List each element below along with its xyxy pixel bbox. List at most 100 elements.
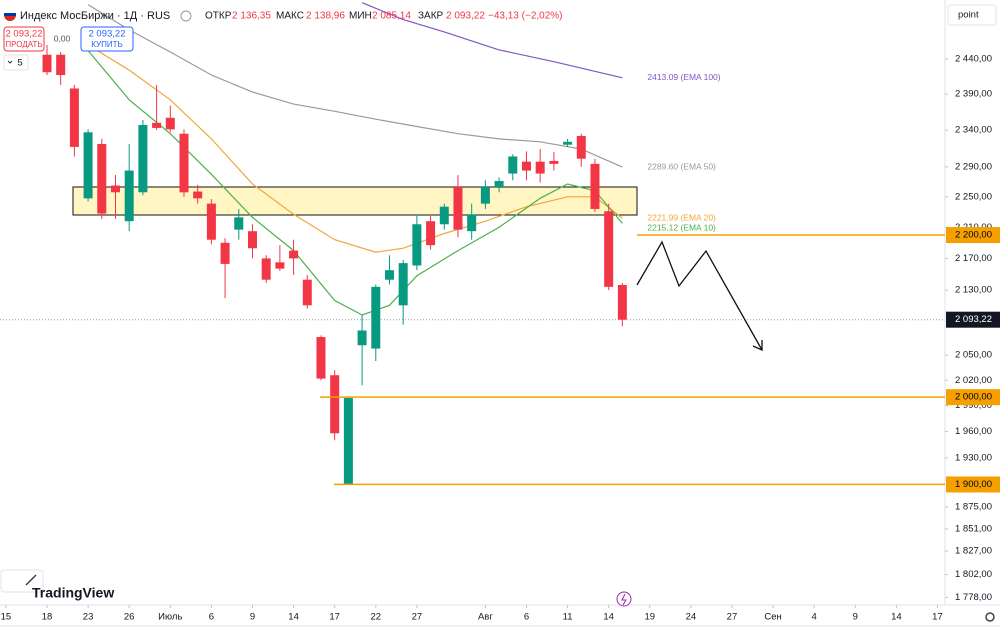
flag-blue	[4, 13, 16, 16]
y-tick-label: 1 990,00	[955, 400, 992, 411]
candle-body	[206, 203, 216, 240]
ema-label: 2221.99 (EMA 20)	[647, 212, 716, 222]
y-tick-label: 2 290,00	[955, 161, 992, 172]
level-label: 1 900,00	[955, 479, 992, 490]
zone	[72, 186, 638, 216]
arrow-head	[752, 340, 763, 352]
last-price-label: 2 093,22	[955, 314, 992, 325]
candle-body	[56, 54, 66, 76]
x-tick-label: Авг	[478, 612, 493, 623]
x-tick-label: 24	[686, 612, 697, 623]
candle-body	[179, 133, 189, 193]
y-tick-label: 1 851,00	[955, 523, 992, 534]
x-tick-label: 15	[1, 612, 12, 623]
candle-body	[371, 286, 381, 349]
x-tick-label: 17	[329, 612, 340, 623]
x-tick-label: 23	[83, 612, 94, 623]
candle-body	[220, 242, 230, 264]
event-bolt[interactable]	[621, 593, 627, 606]
y-tick-label: 1 875,00	[955, 501, 992, 512]
x-tick-label: 14	[891, 612, 902, 623]
high-value: 2 138,96	[306, 11, 345, 22]
x-tick-label: 14	[603, 612, 614, 623]
candle-body	[124, 170, 134, 222]
candle-body	[247, 231, 257, 249]
scale-mode-box[interactable]	[947, 4, 997, 26]
x-tick-label: 19	[644, 612, 655, 623]
open-value: 2 136,35	[232, 11, 271, 22]
level-label-box	[946, 227, 1000, 244]
y-tick-label: 2 130,00	[955, 285, 992, 296]
y-tick-label: 2 020,00	[955, 375, 992, 386]
candle-body	[576, 135, 586, 159]
sell-price[interactable]: 2 093,22	[6, 29, 43, 40]
candle-body	[398, 263, 408, 306]
x-tick-label: 6	[209, 612, 214, 623]
x-tick-label: 4	[812, 612, 817, 623]
forecast-arrow	[636, 240, 763, 351]
level-label: 2 200,00	[955, 230, 992, 241]
x-tick-label: Июль	[158, 612, 182, 623]
logo: TradingView	[32, 585, 114, 601]
candle-body	[165, 117, 175, 130]
caret-icon[interactable]	[7, 60, 13, 64]
candle-body	[508, 156, 518, 174]
level-label: 2 000,00	[955, 392, 992, 403]
candle-body	[97, 143, 107, 214]
candle-body	[453, 187, 463, 230]
x-tick-label: 9	[250, 612, 255, 623]
y-tick-label: 1 778,00	[955, 592, 992, 603]
y-tick-label: 1 827,00	[955, 546, 992, 557]
close-value: 2 093,22	[446, 11, 485, 22]
interval-dropdown[interactable]: 5	[3, 54, 29, 71]
candle-body	[521, 161, 531, 171]
y-tick-label: 1 802,00	[955, 569, 992, 580]
candle-body	[83, 132, 93, 199]
buy-label[interactable]: КУПИТЬ	[91, 40, 122, 49]
sell-button[interactable]: 2 093,22 ПРОДАТЬ	[3, 26, 45, 52]
low-value: 2 085,14	[372, 11, 411, 22]
high-label: МАКС	[276, 11, 304, 22]
draw-tool-icon[interactable]	[25, 574, 37, 586]
interval-box[interactable]	[3, 54, 29, 71]
candle-body	[480, 187, 490, 204]
x-tick-label: 6	[524, 612, 529, 623]
buy-price[interactable]: 2 093,22	[89, 29, 126, 40]
x-tick-label: 22	[370, 612, 381, 623]
x-tick-label: 27	[727, 612, 738, 623]
y-tick-label: 2 390,00	[955, 89, 992, 100]
scale-mode-button[interactable]: point	[947, 4, 997, 26]
buy-box[interactable]	[80, 26, 134, 52]
candle-body	[193, 191, 203, 199]
plot	[0, 2, 945, 485]
ema-line	[87, 4, 623, 168]
scale-mode[interactable]: point	[958, 10, 979, 21]
sell-label[interactable]: ПРОДАТЬ	[5, 40, 42, 49]
x-tick-label: 9	[853, 612, 858, 623]
ema-line	[87, 44, 623, 253]
close-label: ЗАКР	[418, 11, 444, 22]
y-tick-label: 2 050,00	[955, 350, 992, 361]
ema-label: 2413.09 (EMA 100)	[647, 72, 720, 82]
candle-body	[357, 330, 367, 346]
event-icon[interactable]	[616, 591, 632, 607]
candle-body	[604, 211, 614, 287]
candle-body	[439, 206, 449, 225]
buy-button[interactable]: 2 093,22 КУПИТЬ	[80, 26, 134, 52]
candle-body	[275, 262, 285, 269]
x-tick-label: 17	[932, 612, 943, 623]
candle-body	[426, 221, 436, 246]
candle-body	[535, 161, 545, 174]
settings-icon[interactable]	[985, 612, 995, 622]
candle-body	[494, 181, 504, 188]
draw-tool-box[interactable]	[0, 569, 44, 593]
flag-white	[4, 9, 16, 13]
y-tick-label: 1 930,00	[955, 452, 992, 463]
sell-box[interactable]	[3, 26, 45, 52]
candle-body	[138, 125, 148, 193]
level-label-box	[946, 389, 1000, 406]
candle-body	[289, 250, 299, 259]
x-tick-label: 18	[42, 612, 53, 623]
interval-value[interactable]: 5	[17, 58, 22, 69]
